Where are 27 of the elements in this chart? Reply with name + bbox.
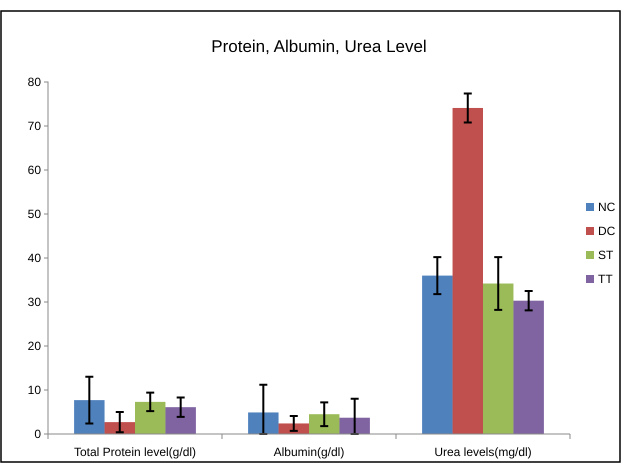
y-tick-label: 80 xyxy=(28,74,42,89)
x-tick-label: Urea levels(mg/dl) xyxy=(434,445,532,459)
bar xyxy=(452,108,483,434)
y-tick-label: 0 xyxy=(34,426,42,441)
legend-label: TT xyxy=(598,272,614,286)
x-tick-label: Total Protein level(g/dl) xyxy=(74,445,196,459)
y-tick-label: 70 xyxy=(28,118,42,133)
bar xyxy=(248,412,279,434)
bar xyxy=(135,402,166,434)
legend-label: NC xyxy=(598,200,616,214)
bar xyxy=(422,276,453,434)
bar xyxy=(165,407,196,434)
y-tick-label: 20 xyxy=(28,338,42,353)
bar xyxy=(513,300,544,434)
y-tick-label: 60 xyxy=(28,162,42,177)
bar xyxy=(483,284,514,434)
y-tick-label: 30 xyxy=(28,294,42,309)
y-tick-label: 50 xyxy=(28,206,42,221)
y-tick-label: 40 xyxy=(28,250,42,265)
bar xyxy=(339,418,370,434)
y-tick-label: 10 xyxy=(28,382,42,397)
legend-label: DC xyxy=(598,224,616,238)
bar xyxy=(74,400,105,434)
bar xyxy=(309,414,340,434)
chart-title: Protein, Albumin, Urea Level xyxy=(211,37,427,56)
x-tick-label: Albumin(g/dl) xyxy=(274,445,344,459)
legend-label: ST xyxy=(598,248,614,262)
